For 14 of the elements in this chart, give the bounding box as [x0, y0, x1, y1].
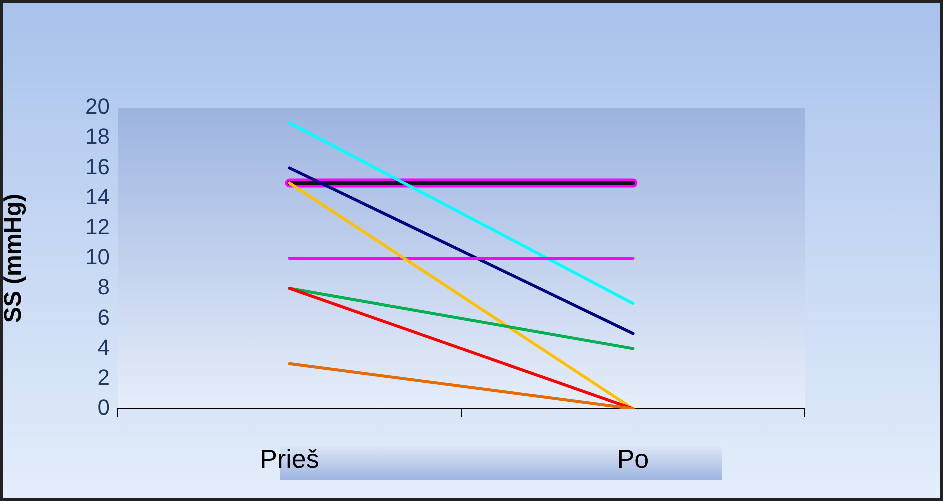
- y-tick-label: 10: [86, 244, 110, 270]
- y-tick-label: 4: [98, 334, 110, 360]
- y-tick-label: 6: [98, 304, 110, 330]
- y-tick-label: 0: [98, 395, 110, 420]
- y-tick-label: 12: [86, 214, 110, 240]
- x-tick-label: Po: [617, 444, 650, 474]
- y-tick-label: 14: [86, 184, 110, 210]
- y-tick-label: 2: [98, 364, 110, 390]
- y-tick-label: 8: [98, 274, 110, 300]
- y-axis-title: SS (mmHg): [0, 194, 28, 324]
- y-tick-label: 16: [86, 154, 110, 180]
- y-tick-label: 20: [86, 94, 110, 120]
- x-tick-label: Prieš: [260, 444, 320, 474]
- y-tick-label: 18: [86, 124, 110, 150]
